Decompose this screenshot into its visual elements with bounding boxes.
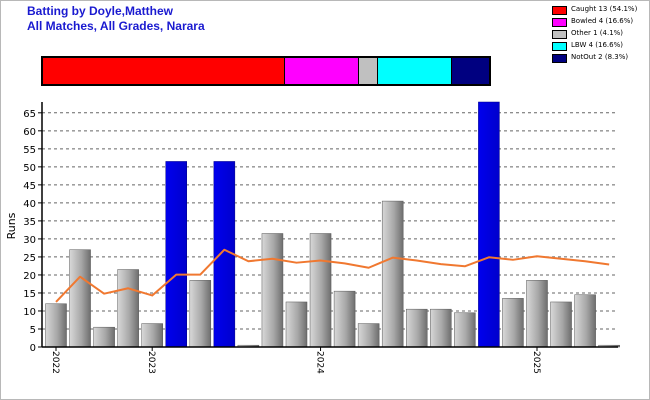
breakdown-segment-notout: [451, 58, 489, 84]
bar-innings: [93, 326, 115, 348]
y-axis-label: Runs: [5, 212, 18, 239]
y-tick-label: 30: [23, 235, 36, 246]
bar-innings: [285, 301, 308, 348]
bar-innings: [381, 200, 404, 348]
legend-label-lbw: LBW 4 (16.6%): [571, 41, 623, 49]
bar-innings: [261, 233, 284, 348]
legend-swatch-caught: [552, 6, 567, 15]
y-tick-label: 40: [23, 199, 36, 210]
bar-innings: [357, 323, 380, 348]
x-tick-label: 2025: [531, 351, 541, 374]
bar-innings: [502, 298, 524, 348]
legend-swatch-lbw: [552, 42, 567, 51]
y-tick-label: 15: [23, 289, 36, 300]
y-tick-label: 45: [23, 181, 36, 192]
bar-notout: [478, 101, 500, 348]
dismissal-breakdown-bar: [41, 56, 491, 86]
bar-innings: [117, 269, 139, 348]
legend-label-notout: NotOut 2 (8.3%): [571, 53, 629, 61]
y-tick-label: 5: [30, 325, 36, 336]
legend-swatch-bowled: [552, 18, 567, 27]
y-tick-label: 20: [23, 271, 36, 282]
x-tick-label: 2023: [146, 351, 156, 374]
bars: [45, 101, 620, 348]
breakdown-segment-caught: [43, 58, 285, 84]
y-tick-label: 25: [23, 253, 36, 264]
bar-innings: [406, 308, 428, 348]
legend-item-caught: Caught 13 (54.1%): [552, 4, 648, 15]
y-tick-label: 55: [23, 145, 36, 156]
legend-item-notout: NotOut 2 (8.3%): [552, 52, 648, 63]
legend-item-other: Other 1 (4.1%): [552, 28, 648, 39]
bar-innings: [454, 312, 476, 348]
legend-label-other: Other 1 (4.1%): [571, 29, 624, 37]
legend-item-lbw: LBW 4 (16.6%): [552, 40, 648, 51]
bar-innings: [309, 233, 332, 348]
legend-item-bowled: Bowled 4 (16.6%): [552, 16, 648, 27]
chart-title: Batting by Doyle,Matthew: [27, 4, 174, 18]
y-tick-label: 60: [23, 127, 36, 138]
x-tick-label: 2024: [315, 351, 325, 374]
bar-notout: [165, 161, 187, 348]
y-tick-label: 35: [23, 217, 36, 228]
y-tick-label: 50: [23, 163, 36, 174]
legend-swatch-other: [552, 30, 567, 39]
breakdown-segment-other: [359, 58, 378, 84]
dismissal-legend: Caught 13 (54.1%) Bowled 4 (16.6%) Other…: [552, 4, 648, 64]
x-tick-label: 2022: [50, 351, 60, 374]
y-tick-label: 65: [23, 109, 36, 120]
breakdown-segment-lbw: [377, 58, 452, 84]
y-tick-label: 10: [23, 307, 36, 318]
legend-label-caught: Caught 13 (54.1%): [571, 5, 638, 13]
y-tick-label: 0: [30, 343, 36, 354]
breakdown-segment-bowled: [285, 58, 360, 84]
bar-innings: [69, 249, 91, 348]
bar-innings: [526, 280, 548, 348]
average-line: [55, 248, 610, 303]
average-line-group: [55, 248, 610, 303]
bar-innings: [141, 323, 163, 348]
bar-innings: [189, 280, 212, 348]
legend-label-bowled: Bowled 4 (16.6%): [571, 17, 634, 25]
chart-subtitle: All Matches, All Grades, Narara: [27, 19, 205, 33]
bar-innings: [550, 301, 572, 348]
bar-innings: [430, 308, 452, 348]
bar-innings: [45, 303, 67, 348]
legend-swatch-notout: [552, 54, 567, 63]
bar-innings: [574, 294, 596, 348]
bar-innings: [333, 290, 356, 348]
